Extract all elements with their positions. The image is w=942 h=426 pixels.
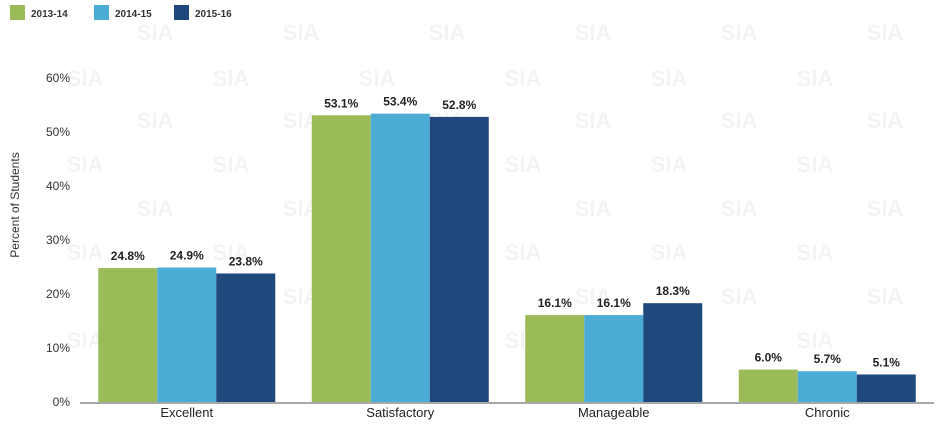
- watermark-text: SIA: [797, 240, 834, 265]
- watermark-text: SIA: [505, 240, 542, 265]
- watermark-text: SIA: [137, 196, 174, 221]
- y-axis: 0% 10% 20% 30% 40% 50% 60%: [46, 71, 70, 409]
- data-label: 5.7%: [814, 352, 842, 366]
- watermark-text: SIA: [213, 152, 250, 177]
- data-label: 23.8%: [229, 254, 263, 268]
- legend-label-2014-15: 2014-15: [115, 9, 152, 20]
- y-tick-label: 0%: [53, 395, 71, 409]
- bar-manageable-2014-15: [584, 315, 644, 402]
- watermark-text: SIA: [67, 66, 104, 91]
- watermark-text: SIA: [575, 20, 612, 45]
- watermark-text: SIA: [575, 196, 612, 221]
- bar-chronic-2015-16: [856, 374, 916, 402]
- watermark-text: SIA: [67, 328, 104, 353]
- y-tick-label: 40%: [46, 179, 70, 193]
- watermark-text: SIA: [867, 20, 904, 45]
- legend-swatch-2013-14: [10, 5, 25, 20]
- watermark-text: SIA: [213, 66, 250, 91]
- watermark-text: SIA: [867, 108, 904, 133]
- data-label: 24.9%: [170, 249, 204, 263]
- watermark-text: SIA: [651, 240, 688, 265]
- watermark-text: SIA: [505, 66, 542, 91]
- watermark-text: SIA: [797, 328, 834, 353]
- data-label: 5.1%: [873, 355, 901, 369]
- watermark-text: SIA: [575, 284, 612, 309]
- legend-label-2013-14: 2013-14: [31, 9, 68, 20]
- legend-swatch-2015-16: [174, 5, 189, 20]
- bars: [98, 113, 916, 402]
- legend: 2013-14 2014-15 2015-16: [10, 5, 232, 20]
- data-labels: 24.8% 24.9% 23.8% 53.1% 53.4% 52.8% 16.1% 16.1%…: [111, 95, 901, 370]
- y-tick-label: 20%: [46, 287, 70, 301]
- bar-chronic-2014-15: [797, 371, 857, 402]
- watermark-text: SIA: [797, 66, 834, 91]
- watermark-text: SIA: [651, 152, 688, 177]
- watermark-text: SIA: [867, 284, 904, 309]
- y-tick-label: 30%: [46, 233, 70, 247]
- y-tick-label: 50%: [46, 125, 70, 139]
- data-label: 18.3%: [656, 284, 690, 298]
- bar-excellent-2015-16: [216, 273, 276, 402]
- bar-satisfactory-2014-15: [370, 113, 430, 402]
- watermark-text: SIA: [213, 240, 250, 265]
- bar-chronic-2013-14: [738, 369, 798, 402]
- data-label: 16.1%: [597, 296, 631, 310]
- y-tick-label: 60%: [46, 71, 70, 85]
- watermark-text: SIA: [575, 108, 612, 133]
- legend-label-2015-16: 2015-16: [195, 9, 232, 20]
- watermark-text: SIA: [359, 66, 396, 91]
- y-tick-label: 10%: [46, 341, 70, 355]
- x-category-label: Manageable: [578, 405, 650, 420]
- watermark-text: SIA: [797, 152, 834, 177]
- bar-manageable-2013-14: [525, 315, 585, 402]
- watermark-text: SIA: [721, 196, 758, 221]
- watermark-text: SIA: [721, 284, 758, 309]
- x-axis: Excellent Satisfactory Manageable Chronic: [160, 405, 850, 420]
- bar-satisfactory-2015-16: [429, 116, 489, 402]
- data-label: 53.1%: [324, 96, 358, 110]
- x-category-label: Chronic: [805, 405, 850, 420]
- legend-swatch-2014-15: [94, 5, 109, 20]
- watermark-text: SIA: [429, 20, 466, 45]
- watermark-text: SIA: [505, 152, 542, 177]
- data-label: 24.8%: [111, 249, 145, 263]
- data-label: 16.1%: [538, 296, 572, 310]
- data-label: 6.0%: [755, 351, 783, 365]
- watermark-text: SIA: [721, 108, 758, 133]
- bar-excellent-2013-14: [98, 268, 158, 402]
- x-category-label: Satisfactory: [366, 405, 434, 420]
- watermark-text: SIA: [137, 20, 174, 45]
- bar-excellent-2014-15: [157, 267, 217, 402]
- y-axis-title: Percent of Students: [8, 152, 22, 257]
- watermark-text: SIA: [67, 240, 104, 265]
- data-label: 52.8%: [442, 98, 476, 112]
- watermark-text: SIA: [283, 20, 320, 45]
- data-label: 53.4%: [383, 95, 417, 109]
- watermark-text: SIA: [721, 20, 758, 45]
- bar-manageable-2015-16: [643, 303, 703, 402]
- watermark-text: SIA: [67, 152, 104, 177]
- watermark-text: SIA: [137, 108, 174, 133]
- bar-satisfactory-2013-14: [311, 115, 371, 402]
- x-category-label: Excellent: [160, 405, 213, 420]
- watermark-text: SIA: [867, 196, 904, 221]
- watermark-text: SIA: [651, 66, 688, 91]
